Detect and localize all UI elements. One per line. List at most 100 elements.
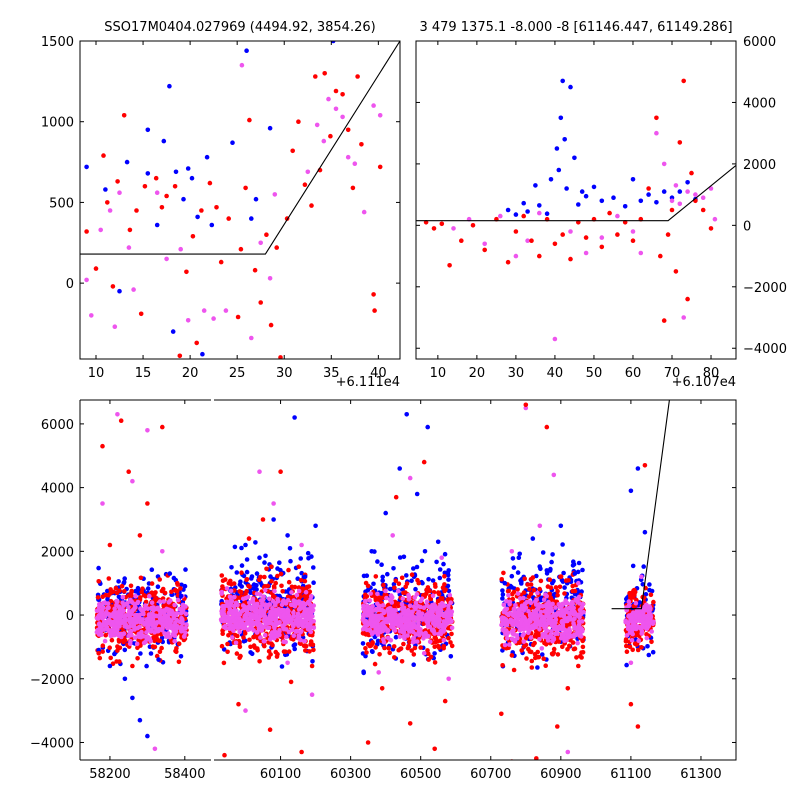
core-point-red-1 bbox=[244, 577, 249, 582]
core-point-red-2 bbox=[418, 645, 424, 650]
core-point-violet-4 bbox=[645, 616, 651, 622]
core-point-violet-3 bbox=[513, 603, 518, 608]
point-red-8 bbox=[134, 208, 139, 213]
core-point-blue-1 bbox=[234, 570, 240, 575]
point-violet-6 bbox=[126, 245, 132, 250]
point-red-5 bbox=[470, 223, 476, 228]
point-blue-3 bbox=[124, 159, 130, 165]
point-violet-21 bbox=[693, 192, 698, 197]
core-point-violet-1 bbox=[244, 607, 250, 612]
core-point-violet-3 bbox=[544, 593, 549, 599]
core-point-red-2 bbox=[391, 644, 397, 649]
point-blue-17 bbox=[369, 549, 375, 554]
core-point-violet-1 bbox=[248, 614, 254, 620]
core-point-red-2 bbox=[379, 595, 385, 601]
core-point-violet-2 bbox=[414, 639, 420, 644]
point-violet-29 bbox=[371, 103, 376, 108]
core-point-violet-3 bbox=[576, 594, 582, 600]
point-red-14 bbox=[172, 184, 178, 189]
core-point-violet-2 bbox=[377, 624, 382, 630]
core-point-violet-2 bbox=[414, 625, 420, 631]
core-point-violet-3 bbox=[580, 628, 585, 634]
point-red-35 bbox=[290, 148, 296, 154]
panel-top-right-title: 3 479 1375.1 -8.000 -8 [61146.447, 61149… bbox=[419, 20, 732, 35]
core-point-violet-3 bbox=[553, 624, 558, 629]
core-point-blue-2 bbox=[446, 577, 451, 582]
core-point-red-3 bbox=[551, 646, 557, 652]
core-point-violet-2 bbox=[427, 639, 433, 645]
core-point-red-2 bbox=[446, 635, 451, 641]
panel-top-right: 3 479 1375.1 -8.000 -8 [61146.447, 61149… bbox=[415, 20, 787, 390]
point-blue-28 bbox=[544, 568, 550, 573]
core-point-violet-1 bbox=[227, 626, 232, 631]
core-point-blue-1 bbox=[244, 569, 250, 575]
core-point-red-3 bbox=[565, 647, 570, 652]
point-blue-13 bbox=[564, 186, 569, 191]
core-point-violet-2 bbox=[403, 608, 408, 614]
core-point-violet-2 bbox=[447, 592, 453, 598]
core-point-blue-3 bbox=[535, 665, 540, 670]
core-point-blue-2 bbox=[401, 554, 407, 560]
core-point-red-2 bbox=[401, 641, 406, 647]
core-point-red-0 bbox=[129, 588, 134, 594]
core-point-violet-0 bbox=[173, 622, 178, 627]
core-point-violet-3 bbox=[504, 622, 510, 628]
point-violet-3 bbox=[145, 428, 150, 433]
core-point-violet-0 bbox=[146, 615, 152, 620]
point-red-3 bbox=[105, 200, 110, 205]
point-blue-12 bbox=[271, 517, 276, 522]
point-violet-22 bbox=[321, 138, 327, 144]
core-point-violet-3 bbox=[511, 607, 517, 612]
x-tick-label: 35 bbox=[323, 366, 340, 381]
x-tick-label: 40 bbox=[370, 366, 387, 381]
core-point-violet-0 bbox=[145, 606, 151, 611]
core-point-blue-1 bbox=[288, 558, 293, 564]
y-tick-label: 1000 bbox=[41, 116, 74, 131]
x-tick-label: 40 bbox=[547, 366, 564, 381]
core-point-violet-2 bbox=[389, 618, 394, 623]
core-point-blue-4 bbox=[630, 563, 636, 569]
core-point-blue-4 bbox=[646, 652, 652, 658]
core-point-red-0 bbox=[108, 655, 113, 661]
point-violet-7 bbox=[243, 708, 248, 713]
core-point-blue-2 bbox=[432, 651, 437, 656]
point-violet-9 bbox=[164, 256, 169, 262]
core-point-violet-2 bbox=[410, 636, 416, 641]
core-point-red-1 bbox=[237, 655, 242, 660]
core-point-violet-0 bbox=[113, 624, 119, 630]
point-red-26 bbox=[646, 186, 651, 191]
point-red-5 bbox=[115, 179, 120, 184]
point-red-25 bbox=[432, 746, 438, 752]
core-point-violet-0 bbox=[150, 611, 155, 617]
core-point-violet-0 bbox=[120, 632, 126, 637]
core-point-violet-0 bbox=[155, 605, 161, 611]
core-point-violet-0 bbox=[157, 616, 163, 621]
core-point-red-1 bbox=[220, 578, 226, 583]
core-point-blue-2 bbox=[434, 559, 439, 565]
core-point-red-3 bbox=[538, 578, 544, 584]
panel-top-left-x-offset: +6.111e4 bbox=[336, 375, 400, 390]
point-red-31 bbox=[544, 424, 550, 430]
core-point-violet-1 bbox=[286, 613, 292, 619]
point-red-36 bbox=[635, 724, 641, 729]
core-point-violet-1 bbox=[253, 606, 259, 612]
point-red-26 bbox=[442, 698, 448, 704]
core-point-violet-0 bbox=[105, 601, 111, 606]
point-blue-15 bbox=[200, 351, 205, 357]
point-red-12 bbox=[236, 701, 241, 707]
core-point-violet-1 bbox=[241, 625, 247, 631]
core-point-blue-3 bbox=[570, 563, 576, 568]
core-point-red-0 bbox=[154, 634, 159, 639]
point-red-18 bbox=[299, 749, 304, 755]
core-point-violet-1 bbox=[273, 601, 278, 606]
point-violet-20 bbox=[523, 405, 529, 411]
core-point-blue-2 bbox=[371, 581, 376, 587]
core-point-red-3 bbox=[528, 577, 534, 582]
core-point-violet-2 bbox=[386, 608, 391, 614]
core-point-violet-0 bbox=[114, 598, 119, 604]
core-point-violet-2 bbox=[368, 613, 373, 618]
core-point-red-2 bbox=[396, 647, 402, 653]
point-blue-19 bbox=[397, 466, 403, 471]
y-tick-label: 6000 bbox=[41, 418, 74, 433]
core-point-violet-2 bbox=[438, 629, 444, 634]
